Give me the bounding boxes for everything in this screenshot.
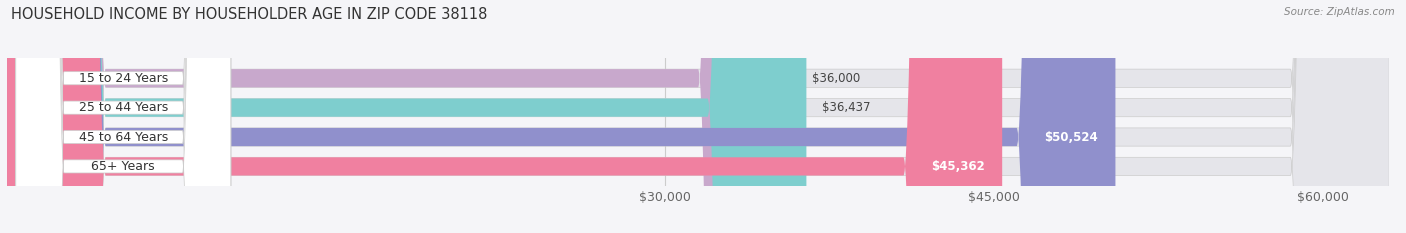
FancyBboxPatch shape: [15, 0, 231, 233]
Text: 65+ Years: 65+ Years: [91, 160, 155, 173]
FancyBboxPatch shape: [7, 0, 1389, 233]
FancyBboxPatch shape: [15, 0, 231, 233]
Text: Source: ZipAtlas.com: Source: ZipAtlas.com: [1284, 7, 1395, 17]
Text: 15 to 24 Years: 15 to 24 Years: [79, 72, 167, 85]
FancyBboxPatch shape: [15, 0, 231, 233]
FancyBboxPatch shape: [7, 0, 1002, 233]
Text: 25 to 44 Years: 25 to 44 Years: [79, 101, 167, 114]
FancyBboxPatch shape: [15, 0, 231, 233]
FancyBboxPatch shape: [7, 0, 1389, 233]
FancyBboxPatch shape: [7, 0, 797, 233]
Text: $36,437: $36,437: [821, 101, 870, 114]
Text: $36,000: $36,000: [813, 72, 860, 85]
FancyBboxPatch shape: [7, 0, 1389, 233]
FancyBboxPatch shape: [7, 0, 1389, 233]
Text: $50,524: $50,524: [1045, 130, 1098, 144]
Text: 45 to 64 Years: 45 to 64 Years: [79, 130, 167, 144]
Text: $45,362: $45,362: [931, 160, 984, 173]
FancyBboxPatch shape: [7, 0, 1115, 233]
Text: HOUSEHOLD INCOME BY HOUSEHOLDER AGE IN ZIP CODE 38118: HOUSEHOLD INCOME BY HOUSEHOLDER AGE IN Z…: [11, 7, 488, 22]
FancyBboxPatch shape: [7, 0, 807, 233]
